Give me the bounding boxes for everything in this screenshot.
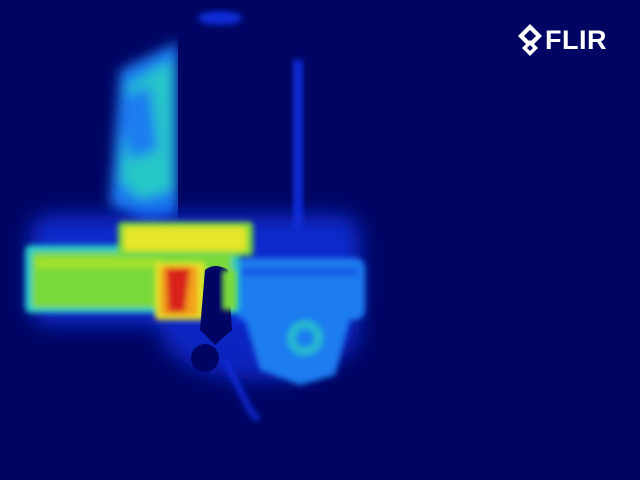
yellow-bar [118,222,253,256]
flir-logo-text: FLIR [545,24,607,55]
cable-trail [222,358,261,422]
flir-watermark: FLIR [518,22,607,58]
back-panel [110,42,178,225]
hot-spot [155,262,205,320]
side-tab [222,270,236,310]
dark-column [178,28,298,218]
lower-knob [191,344,219,372]
column-edge [293,60,303,230]
top-glow [198,11,242,25]
flir-diamond-logo-icon [518,24,542,56]
connector-body [235,258,365,385]
